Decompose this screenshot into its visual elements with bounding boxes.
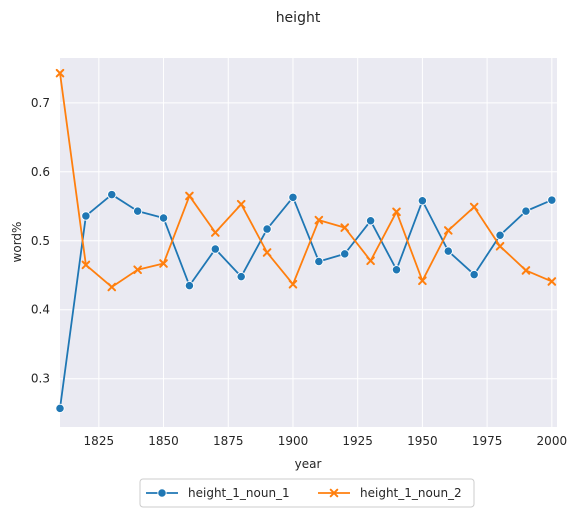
data-point xyxy=(288,279,298,289)
data-point xyxy=(262,224,272,234)
data-point xyxy=(211,228,220,237)
data-point xyxy=(391,265,402,275)
data-point xyxy=(314,215,324,225)
data-point xyxy=(417,196,428,206)
legend: height_1_noun_1 height_1_noun_2 xyxy=(139,478,475,508)
legend-box xyxy=(139,478,475,508)
x-tick-label: 1825 xyxy=(84,434,115,448)
series-height_1_noun_1 xyxy=(55,189,557,414)
x-tick-label: 1925 xyxy=(342,434,373,448)
data-point xyxy=(55,403,65,414)
series-height_1_noun_2 xyxy=(55,68,557,292)
data-point xyxy=(521,206,531,216)
x-axis-label: year xyxy=(295,457,322,471)
x-tick-label: 2000 xyxy=(537,434,568,448)
data-point xyxy=(547,195,557,205)
data-point xyxy=(340,249,350,259)
chart-title: height xyxy=(276,10,321,26)
data-point xyxy=(495,241,505,251)
data-point xyxy=(547,277,557,286)
legend-label: height_1_noun_1 xyxy=(188,486,290,500)
data-point xyxy=(392,207,401,217)
data-point xyxy=(133,206,143,216)
y-tick-label: 0.5 xyxy=(31,234,50,248)
x-tick-label: 1975 xyxy=(472,434,503,448)
y-axis-label: word% xyxy=(10,222,24,263)
x-tick-label: 1875 xyxy=(213,434,244,448)
legend-item-height_1_noun_1: height_1_noun_1 xyxy=(146,486,290,500)
data-point xyxy=(366,256,375,266)
data-point xyxy=(236,271,246,282)
y-tick-label: 0.7 xyxy=(31,96,50,110)
legend-swatch-marker xyxy=(329,488,339,498)
x-tick-label: 1900 xyxy=(278,434,309,448)
data-point xyxy=(418,276,427,286)
y-tick-label: 0.6 xyxy=(31,165,50,179)
series-line xyxy=(59,73,553,288)
data-point xyxy=(314,256,324,267)
legend-item-height_1_noun_2: height_1_noun_2 xyxy=(318,486,462,500)
series-layer xyxy=(55,68,557,414)
data-point xyxy=(107,282,117,292)
data-point xyxy=(210,244,220,254)
x-tick-labels: 1825 1850 1875 1900 1925 1950 1975 2000 xyxy=(84,434,568,448)
grid-lines xyxy=(60,58,557,427)
data-point xyxy=(236,199,246,209)
plot-area xyxy=(60,58,557,427)
x-tick-label: 1850 xyxy=(148,434,179,448)
legend-swatch-marker xyxy=(157,488,167,498)
x-tick-label: 1950 xyxy=(407,434,438,448)
data-point xyxy=(262,248,272,257)
data-point xyxy=(55,68,65,78)
legend-label: height_1_noun_2 xyxy=(360,486,462,500)
data-point xyxy=(133,265,142,275)
data-point xyxy=(443,246,453,256)
data-point xyxy=(469,202,479,212)
data-point xyxy=(158,213,169,223)
data-point xyxy=(469,269,479,280)
data-point xyxy=(521,266,531,275)
data-point xyxy=(159,259,168,268)
y-tick-label: 0.3 xyxy=(31,372,50,386)
y-tick-label: 0.4 xyxy=(31,303,50,317)
data-point xyxy=(288,192,298,202)
y-tick-labels: 0.3 0.4 0.5 0.6 0.7 xyxy=(31,96,50,386)
data-point xyxy=(340,223,350,232)
data-point xyxy=(443,226,453,235)
data-point xyxy=(81,211,91,221)
data-point xyxy=(81,260,91,270)
data-point xyxy=(495,230,505,240)
data-point xyxy=(185,191,194,201)
data-point xyxy=(107,189,117,200)
data-point xyxy=(365,216,376,226)
data-point xyxy=(184,280,195,291)
